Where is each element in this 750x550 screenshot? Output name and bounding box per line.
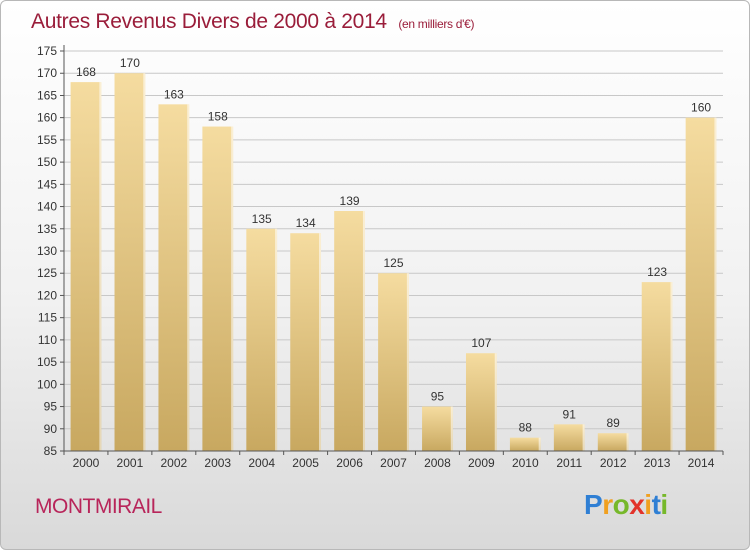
bar-highlight <box>670 282 673 451</box>
x-tick-label: 2014 <box>688 456 715 470</box>
value-label: 134 <box>296 216 316 230</box>
value-label: 95 <box>431 390 445 404</box>
x-tick-label: 2005 <box>292 456 319 470</box>
logo-letter: i <box>660 489 668 520</box>
bar-2014 <box>685 117 717 452</box>
bar-2000 <box>70 82 102 451</box>
chart-title: Autres Revenus Divers de 2000 à 2014 (en… <box>31 10 475 34</box>
value-label: 89 <box>606 416 620 430</box>
y-tick-label: 160 <box>37 111 57 125</box>
x-tick-label: 2006 <box>336 456 363 470</box>
x-tick-label: 2010 <box>512 456 539 470</box>
proxiti-logo: Proxiti <box>584 489 668 521</box>
logo-letter: r <box>602 489 613 520</box>
location-name: MONTMIRAIL <box>35 495 162 518</box>
bars <box>70 73 717 452</box>
bar-2010 <box>509 437 541 451</box>
y-tick-label: 150 <box>37 155 57 169</box>
y-tick-label: 115 <box>38 311 57 325</box>
axes <box>60 45 724 455</box>
x-tick-label: 2000 <box>73 456 100 470</box>
bar-2006 <box>334 211 365 451</box>
value-label: 160 <box>691 101 711 115</box>
logo-letter: P <box>584 489 603 520</box>
x-tick-label: 2009 <box>468 456 495 470</box>
bar-2013 <box>641 282 673 451</box>
y-tick-label: 135 <box>37 222 57 236</box>
logo-letter: i <box>644 489 652 520</box>
y-tick-label: 130 <box>37 244 57 258</box>
chart-subtitle: (en milliers d'€) <box>398 17 475 31</box>
bar-2001 <box>114 73 146 451</box>
x-tick-label: 2003 <box>204 456 231 470</box>
y-tick-label: 145 <box>37 177 57 191</box>
value-label: 125 <box>383 256 403 270</box>
y-tick-label: 105 <box>37 355 57 369</box>
x-tick-label: 2002 <box>160 456 187 470</box>
bar-highlight <box>275 228 278 451</box>
value-label: 123 <box>647 265 667 279</box>
y-tick-label: 100 <box>37 377 57 391</box>
y-tick-label: 110 <box>38 333 57 347</box>
x-tick-label: 2011 <box>556 456 582 470</box>
y-tick-label: 140 <box>37 200 57 214</box>
bar-highlight <box>99 82 102 451</box>
logo-letter: t <box>651 489 661 520</box>
bar-highlight <box>714 117 717 452</box>
bar-highlight <box>362 211 365 451</box>
bar-2008 <box>422 406 453 451</box>
chart-title-text: Autres Revenus Divers de 2000 à 2014 <box>31 10 387 33</box>
x-tick-label: 2004 <box>248 456 275 470</box>
x-tick-label: 2013 <box>644 456 671 470</box>
logo-letter: o <box>612 489 630 520</box>
x-tick-label: 2007 <box>380 456 407 470</box>
value-label: 170 <box>120 56 140 70</box>
bar-2011 <box>553 424 585 451</box>
value-label: 139 <box>340 194 360 208</box>
y-tick-label: 170 <box>37 66 57 80</box>
bar-2003 <box>202 126 234 452</box>
bar-2002 <box>158 104 190 451</box>
bar-2009 <box>465 353 497 451</box>
bar-2007 <box>378 273 409 451</box>
y-tick-label: 95 <box>44 400 58 414</box>
bar-highlight <box>406 273 409 451</box>
value-label: 135 <box>252 212 272 226</box>
bar-highlight <box>450 406 453 451</box>
y-tick-label: 90 <box>44 422 58 436</box>
value-label: 88 <box>519 421 533 435</box>
value-label: 107 <box>471 336 491 350</box>
bar-2005 <box>290 233 322 451</box>
labels: 85 90 95 100 105 110 115 120 125 130 135 140 145 150 1… <box>37 44 715 470</box>
value-label: 91 <box>563 407 577 421</box>
bar-highlight <box>626 433 629 451</box>
logo-letter: x <box>629 489 645 520</box>
bar-highlight <box>494 353 497 451</box>
bar-highlight <box>143 73 146 451</box>
x-tick-label: 2012 <box>600 456 627 470</box>
value-label: 163 <box>164 87 184 101</box>
y-tick-label: 175 <box>37 44 57 58</box>
y-tick-label: 125 <box>37 266 57 280</box>
y-tick-label: 120 <box>37 288 57 302</box>
y-tick-label: 165 <box>37 88 57 102</box>
bar-highlight <box>231 126 234 452</box>
bar-highlight <box>538 437 541 451</box>
bar-highlight <box>187 104 190 451</box>
y-tick-label: 85 <box>44 444 58 458</box>
bar-highlight <box>319 233 322 451</box>
x-tick-label: 2001 <box>117 456 144 470</box>
x-tick-label: 2008 <box>424 456 451 470</box>
value-label: 168 <box>76 65 96 79</box>
value-label: 158 <box>208 110 228 124</box>
y-tick-label: 155 <box>37 133 57 147</box>
bar-2004 <box>246 228 278 451</box>
bar-2012 <box>597 433 629 451</box>
bar-highlight <box>582 424 585 451</box>
